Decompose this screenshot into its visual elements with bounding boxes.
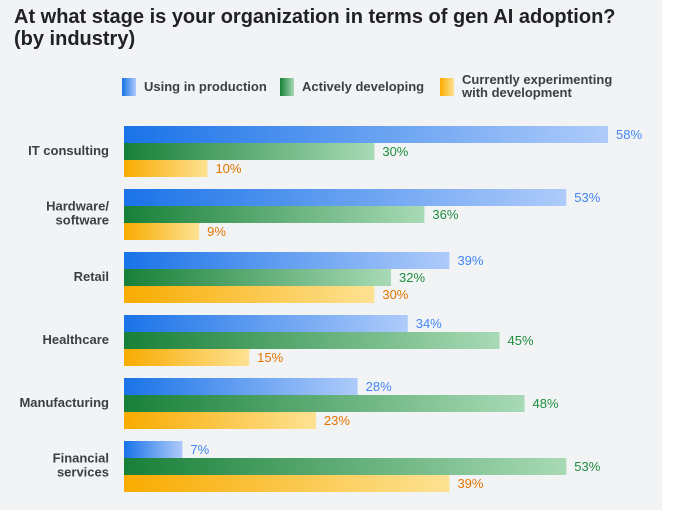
- value-label: 7%: [190, 442, 209, 457]
- value-label: 23%: [324, 413, 350, 428]
- value-label: 34%: [416, 316, 442, 331]
- bar: [124, 126, 608, 143]
- bar: [124, 395, 525, 412]
- value-label: 39%: [457, 476, 483, 491]
- bar: [124, 458, 567, 475]
- value-label: 48%: [533, 396, 559, 411]
- legend-label: Currently experimenting with development: [461, 72, 612, 100]
- value-label: 53%: [574, 459, 600, 474]
- category-label: IT consulting: [28, 143, 109, 158]
- bar: [124, 143, 375, 160]
- category-label: Retail: [74, 269, 109, 284]
- value-label: 15%: [257, 350, 283, 365]
- value-label: 9%: [207, 224, 226, 239]
- legend-label: Actively developing: [302, 79, 424, 94]
- bar: [124, 441, 183, 458]
- legend-label: Using in production: [144, 79, 267, 94]
- bar: [124, 286, 375, 303]
- value-label: 45%: [508, 333, 534, 348]
- category-label: Hardware/software: [46, 199, 109, 228]
- legend-swatch: [122, 78, 136, 96]
- category-label: Healthcare: [43, 332, 109, 347]
- bar: [124, 252, 450, 269]
- value-label: 36%: [432, 207, 458, 222]
- category-label: Financial services: [53, 451, 109, 480]
- bar: [124, 475, 450, 492]
- value-label: 32%: [399, 270, 425, 285]
- value-label: 39%: [457, 253, 483, 268]
- bar: [124, 378, 358, 395]
- bar: [124, 160, 208, 177]
- bar: [124, 412, 316, 429]
- value-label: 53%: [574, 190, 600, 205]
- value-label: 30%: [382, 144, 408, 159]
- value-label: 28%: [366, 379, 392, 394]
- chart-title: At what stage is your organization in te…: [14, 6, 616, 50]
- bar: [124, 315, 408, 332]
- bar: [124, 349, 250, 366]
- bar: [124, 189, 567, 206]
- bar: [124, 332, 500, 349]
- bar: [124, 269, 392, 286]
- bar: [124, 206, 425, 223]
- legend-swatch: [440, 78, 454, 96]
- value-label: 58%: [616, 127, 642, 142]
- bar: [124, 223, 200, 240]
- value-label: 30%: [382, 287, 408, 302]
- value-label: 10%: [215, 161, 241, 176]
- legend-swatch: [280, 78, 294, 96]
- category-label: Manufacturing: [19, 395, 109, 410]
